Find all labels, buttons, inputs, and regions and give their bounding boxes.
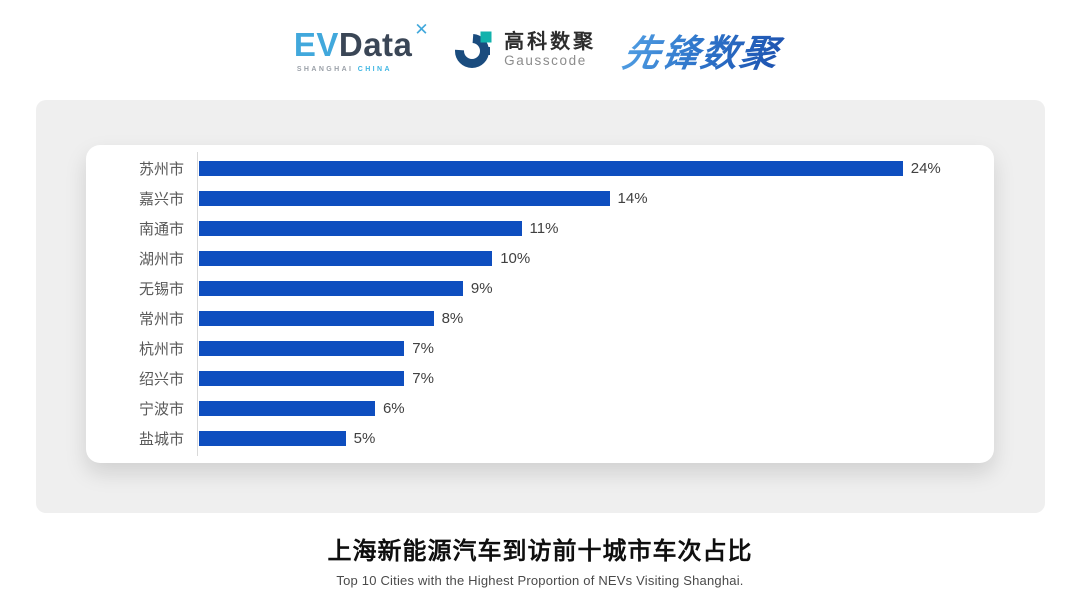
value-label: 7%	[412, 339, 434, 357]
value-label: 6%	[382, 399, 405, 417]
bar-row: 杭州市 7%	[86, 333, 994, 363]
value-label: 8%	[441, 309, 464, 327]
bar-track: 8%	[197, 310, 994, 327]
bar	[199, 310, 434, 326]
evdata-ev-text: EV	[293, 25, 339, 63]
evdata-logo: EV Data ✕ SHANGHAI CHINA	[293, 21, 429, 73]
city-label: 无锡市	[138, 280, 184, 298]
gausscode-logo: 高科数聚 Gausscode	[455, 30, 596, 70]
bar-track: 11%	[197, 220, 994, 237]
y-axis-line	[197, 152, 198, 456]
bar-rows: 苏州市 24% 嘉兴市 14% 南通市 11% 湖州市 10% 无锡市 9%	[86, 153, 994, 453]
bar-row: 苏州市 24%	[86, 153, 994, 183]
bar	[199, 430, 346, 446]
city-label: 宁波市	[138, 400, 184, 418]
bar-row: 嘉兴市 14%	[86, 183, 994, 213]
chart-title: 上海新能源汽车到访前十城市车次占比	[327, 538, 753, 565]
bar	[199, 340, 405, 356]
gausscode-english-text: Gausscode	[504, 52, 587, 68]
logo-bar: EV Data ✕ SHANGHAI CHINA 高科数聚 Gausscode 先锋…	[0, 0, 1080, 100]
evdata-tagline: SHANGHAI CHINA	[297, 66, 392, 73]
value-label: 14%	[617, 189, 648, 207]
bar	[199, 250, 493, 266]
value-label: 5%	[353, 429, 376, 447]
xianfeng-shuju-logo: 先锋数聚	[619, 23, 791, 77]
bar	[199, 400, 375, 416]
bar	[199, 190, 610, 206]
caption-block: 上海新能源汽车到访前十城市车次占比 Top 10 Cities with the…	[0, 531, 1080, 588]
bar-chart: 苏州市 24% 嘉兴市 14% 南通市 11% 湖州市 10% 无锡市 9%	[86, 145, 994, 463]
bar-track: 7%	[197, 370, 994, 387]
bar-track: 9%	[197, 280, 994, 297]
city-label: 盐城市	[138, 430, 184, 448]
bar-row: 盐城市 5%	[86, 423, 994, 453]
bar-row: 常州市 8%	[86, 303, 994, 333]
city-label: 湖州市	[138, 250, 184, 268]
bar-row: 湖州市 10%	[86, 243, 994, 273]
value-label: 11%	[529, 219, 559, 237]
bar	[199, 160, 903, 176]
bar	[199, 280, 463, 296]
city-label: 杭州市	[138, 340, 184, 358]
chart-subtitle: Top 10 Cities with the Highest Proportio…	[336, 573, 744, 588]
evdata-x-icon: ✕	[414, 19, 430, 39]
city-label: 嘉兴市	[138, 190, 184, 208]
chart-card: 苏州市 24% 嘉兴市 14% 南通市 11% 湖州市 10% 无锡市 9%	[86, 145, 994, 463]
evdata-shanghai-text: SHANGHAI	[296, 65, 354, 73]
bar-row: 无锡市 9%	[86, 273, 994, 303]
city-label: 苏州市	[138, 160, 184, 178]
value-label: 10%	[500, 249, 531, 267]
city-label: 绍兴市	[138, 370, 184, 388]
evdata-data-text: Data	[338, 25, 413, 63]
city-label: 南通市	[138, 220, 184, 238]
bar-row: 南通市 11%	[86, 213, 994, 243]
bar-track: 6%	[197, 400, 994, 417]
bar-track: 24%	[197, 160, 994, 177]
bar-row: 宁波市 6%	[86, 393, 994, 423]
bar-track: 14%	[197, 190, 994, 207]
value-label: 7%	[412, 369, 434, 387]
bar-track: 10%	[197, 250, 994, 267]
chart-panel: 苏州市 24% 嘉兴市 14% 南通市 11% 湖州市 10% 无锡市 9%	[36, 100, 1045, 513]
city-label: 常州市	[138, 310, 184, 328]
value-label: 9%	[470, 279, 493, 297]
evdata-china-text: CHINA	[357, 65, 392, 73]
gausscode-chinese-text: 高科数聚	[504, 30, 597, 53]
gausscode-g-icon	[455, 30, 495, 70]
bar-track: 5%	[197, 430, 994, 447]
bar-track: 7%	[197, 340, 994, 357]
bar	[199, 220, 522, 236]
bar	[199, 370, 405, 386]
gausscode-wordmark: 高科数聚 Gausscode	[504, 30, 597, 68]
bar-row: 绍兴市 7%	[86, 363, 994, 393]
evdata-wordmark: EV Data ✕	[293, 21, 429, 63]
value-label: 24%	[910, 159, 941, 177]
